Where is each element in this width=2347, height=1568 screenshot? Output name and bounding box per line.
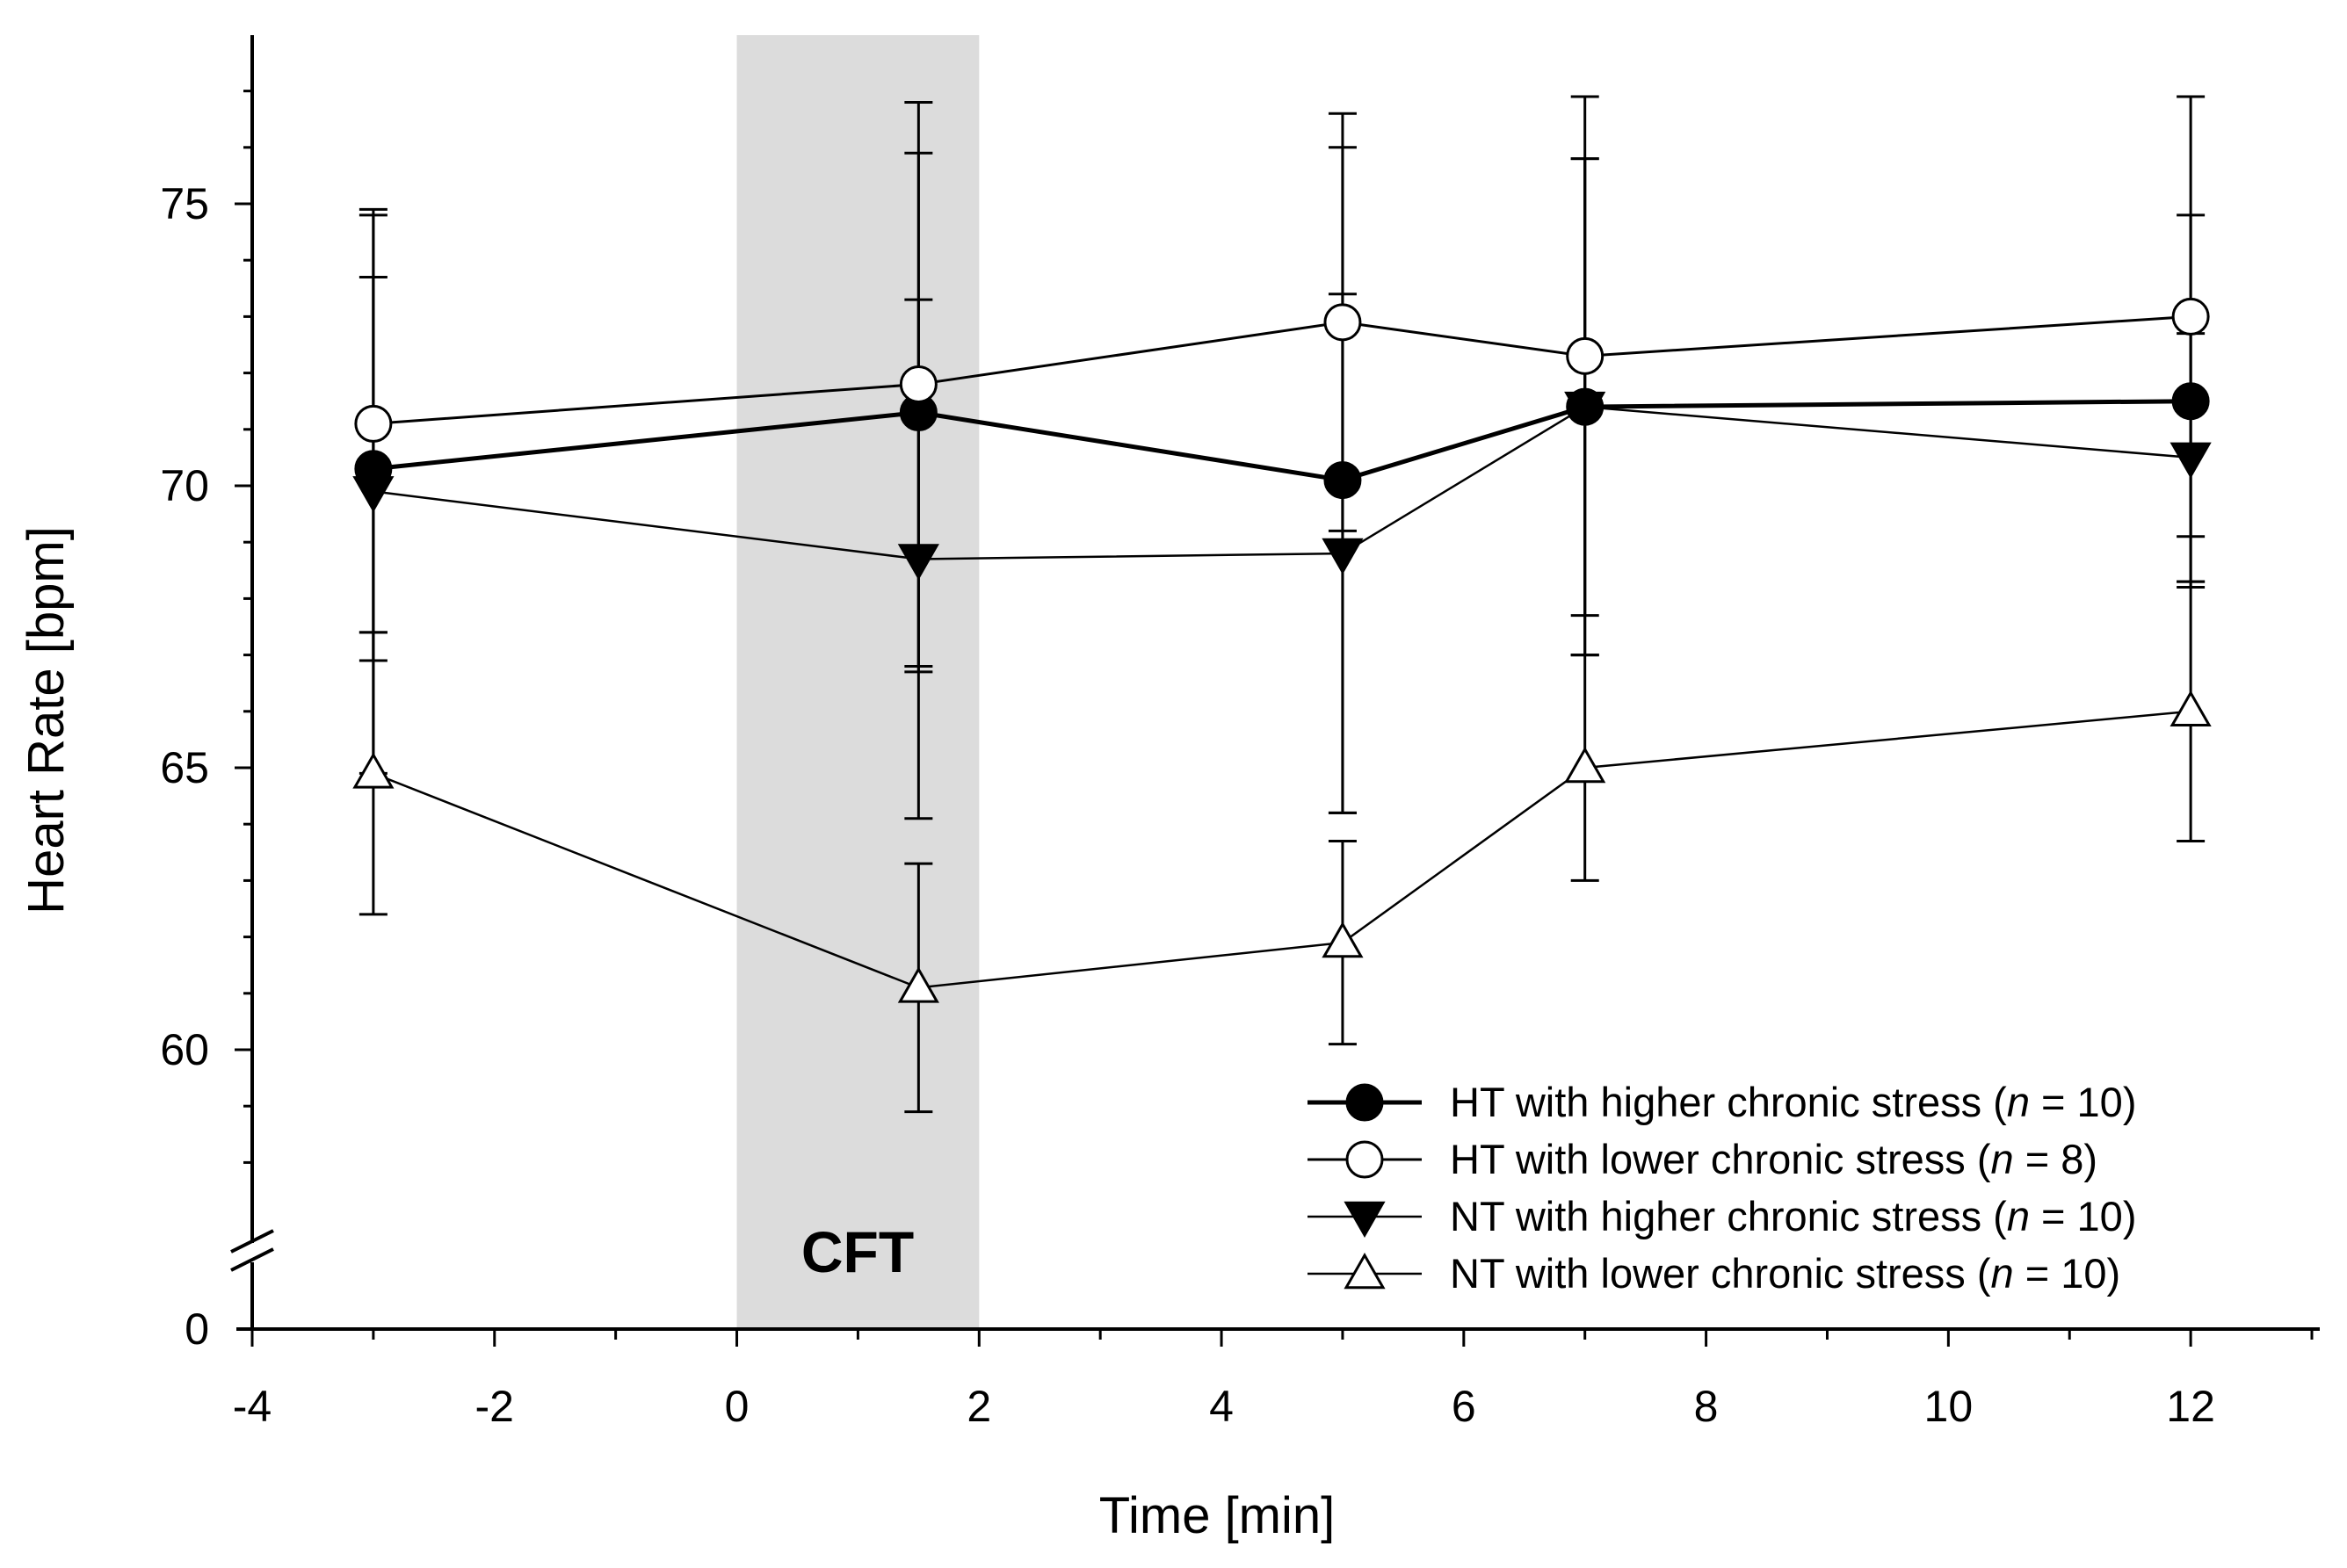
legend-marker-2 — [1345, 1140, 1384, 1179]
data-point-series-2 — [2171, 297, 2210, 336]
legend-n-value: = 10) — [2030, 1193, 2137, 1239]
legend-n-value: = 10) — [2014, 1250, 2121, 1297]
y-zero-tick-label: 0 — [185, 1304, 209, 1354]
data-point-series-4 — [352, 752, 395, 789]
legend-n-value: = 10) — [2030, 1079, 2137, 1125]
y-tick-label: 75 — [160, 179, 209, 228]
legend-name: HT with higher chronic stress — [1450, 1079, 1981, 1125]
x-tick-label: -2 — [475, 1382, 514, 1431]
cft-label: CFT — [801, 1219, 914, 1284]
data-point-series-4 — [1322, 921, 1364, 958]
data-point-series-2 — [354, 404, 393, 443]
cft-shaded-region — [736, 35, 980, 1329]
legend-n: n — [2007, 1193, 2030, 1239]
data-point-series-1 — [2171, 382, 2210, 421]
legend-name: NT with higher chronic stress — [1450, 1193, 1981, 1239]
legend-marker-3 — [1344, 1201, 1386, 1239]
data-point-series-3 — [2170, 442, 2212, 479]
x-tick-label: 12 — [2166, 1382, 2215, 1431]
series-line-3 — [373, 405, 2191, 560]
x-tick-label: 6 — [1452, 1382, 1476, 1431]
legend-open-paren: ( — [1966, 1250, 1991, 1297]
series-line-4 — [373, 710, 2191, 989]
legend-marker-4 — [1344, 1252, 1386, 1290]
legend: HT with higher chronic stress (n = 10) H… — [1308, 1079, 2136, 1297]
data-point-series-3 — [352, 476, 395, 513]
y-tick-label: 60 — [160, 1025, 209, 1074]
y-tick-label: 70 — [160, 461, 209, 510]
x-tick-label: 10 — [1924, 1382, 1974, 1431]
legend-n: n — [1991, 1136, 2014, 1182]
legend-label-nt-lower: NT with lower chronic stress (n = 10) — [1450, 1250, 2120, 1297]
legend-label-ht-lower: HT with lower chronic stress (n = 8) — [1450, 1136, 2097, 1182]
x-axis-title: Time [min] — [1099, 1487, 1336, 1544]
x-tick-label: 2 — [967, 1382, 991, 1431]
data-point-series-4 — [2170, 690, 2212, 727]
y-tick-label: 65 — [160, 743, 209, 792]
legend-name: NT with lower chronic stress — [1450, 1250, 1966, 1297]
data-point-series-3 — [897, 544, 939, 581]
data-point-series-4 — [1564, 746, 1606, 784]
data-point-series-2 — [1566, 336, 1605, 375]
legend-n: n — [1991, 1250, 2014, 1297]
x-tick-label: -4 — [233, 1382, 272, 1431]
legend-markers — [1308, 1083, 1422, 1290]
x-tick-label: 8 — [1694, 1382, 1719, 1431]
y-axis-break-mark-1 — [230, 1229, 274, 1254]
data-point-series-3 — [1322, 538, 1364, 575]
data-point-series-2 — [1323, 303, 1362, 342]
legend-name: HT with lower chronic stress — [1450, 1136, 1966, 1182]
legend-n-value: = 8) — [2014, 1136, 2097, 1182]
legend-open-paren: ( — [1981, 1079, 2007, 1125]
legend-label-nt-higher: NT with higher chronic stress (n = 10) — [1450, 1193, 2136, 1239]
cft-shaded-region-layer — [736, 35, 980, 1329]
legend-n: n — [2007, 1079, 2030, 1125]
series-line-1 — [373, 399, 2191, 483]
data-point-series-4 — [897, 966, 939, 1003]
legend-marker-1 — [1345, 1083, 1384, 1122]
x-tick-label: 4 — [1209, 1382, 1234, 1431]
legend-open-paren: ( — [1966, 1136, 1991, 1182]
data-point-series-1 — [1323, 461, 1362, 500]
legend-label-ht-higher: HT with higher chronic stress (n = 10) — [1450, 1079, 2136, 1125]
legend-open-paren: ( — [1981, 1193, 2007, 1239]
data-point-series-2 — [899, 365, 938, 403]
y-axis-title: Heart Rate [bpm] — [18, 526, 75, 914]
series-layer — [352, 95, 2212, 1114]
axes-layer: 60 65 70 75 -4 -2 0 2 4 6 8 10 12 — [160, 35, 2320, 1431]
x-tick-label: 0 — [725, 1382, 750, 1431]
data-point-series-3 — [1564, 391, 1606, 429]
y-axis-break-mark-2 — [230, 1247, 274, 1272]
series-line-2 — [373, 314, 2191, 425]
